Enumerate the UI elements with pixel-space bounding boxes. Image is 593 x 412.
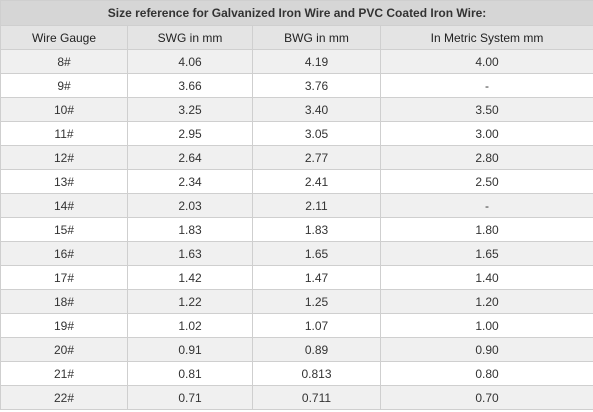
- table-cell: -: [379, 193, 593, 218]
- table-cell: 1.42: [127, 265, 253, 290]
- title-row: Size reference for Galvanized Iron Wire …: [0, 0, 593, 26]
- table-cell: 11#: [0, 121, 128, 146]
- table-row: 22# 0.71 0.711 0.70: [0, 385, 593, 410]
- table-cell: 1.00: [379, 313, 593, 338]
- table-row: 9# 3.66 3.76-: [0, 73, 593, 98]
- table-cell: 2.11: [252, 193, 381, 218]
- table-row: 15# 1.83 1.83 1.80: [0, 217, 593, 242]
- table-row: 19# 1.02 1.07 1.00: [0, 313, 593, 338]
- table-cell: 1.40: [379, 265, 593, 290]
- table-cell: 1.20: [379, 289, 593, 314]
- table-cell: 4.00: [379, 49, 593, 74]
- table-cell: 18#: [0, 289, 128, 314]
- table-row: 21# 0.81 0.813 0.80: [0, 361, 593, 386]
- table-cell: 1.02: [127, 313, 253, 338]
- table-cell: 0.813: [252, 361, 381, 386]
- table-cell: 2.77: [252, 145, 381, 170]
- table-cell: 2.34: [127, 169, 253, 194]
- table-row: 20# 0.91 0.89 0.90: [0, 337, 593, 362]
- table-cell: 0.89: [252, 337, 381, 362]
- table-row: 17# 1.42 1.47 1.40: [0, 265, 593, 290]
- table-cell: 22#: [0, 385, 128, 410]
- table-row: 11# 2.95 3.05 3.00: [0, 121, 593, 146]
- table-cell: 4.19: [252, 49, 381, 74]
- table-cell: 1.63: [127, 241, 253, 266]
- table-cell: 1.22: [127, 289, 253, 314]
- table-cell: 20#: [0, 337, 128, 362]
- header-row: Wire Gauge SWG in mm BWG in mm In Metric Sy…: [0, 25, 593, 50]
- table-cell: 2.80: [379, 145, 593, 170]
- table-cell: -: [379, 73, 593, 98]
- table-title: Size reference for Galvanized Iron Wire …: [0, 0, 593, 26]
- table-cell: 3.76: [252, 73, 381, 98]
- table-cell: 1.80: [379, 217, 593, 242]
- table-cell: 2.95: [127, 121, 253, 146]
- table-cell: 1.65: [252, 241, 381, 266]
- table-row: 13# 2.34 2.41 2.50: [0, 169, 593, 194]
- column-header: SWG in mm: [127, 25, 253, 50]
- table-cell: 1.83: [252, 217, 381, 242]
- table-cell: 2.50: [379, 169, 593, 194]
- table-cell: 4.06: [127, 49, 253, 74]
- table-cell: 15#: [0, 217, 128, 242]
- table-cell: 1.07: [252, 313, 381, 338]
- table-cell: 2.64: [127, 145, 253, 170]
- table-cell: 2.03: [127, 193, 253, 218]
- table-cell: 1.47: [252, 265, 381, 290]
- table-cell: 3.40: [252, 97, 381, 122]
- table-row: 16# 1.63 1.65 1.65: [0, 241, 593, 266]
- table-cell: 0.91: [127, 337, 253, 362]
- column-header: BWG in mm: [252, 25, 381, 50]
- table-cell: 16#: [0, 241, 128, 266]
- table-cell: 8#: [0, 49, 128, 74]
- table-head: Size reference for Galvanized Iron Wire …: [0, 0, 593, 50]
- table-cell: 3.50: [379, 97, 593, 122]
- table-cell: 3.05: [252, 121, 381, 146]
- table-cell: 1.65: [379, 241, 593, 266]
- table-cell: 0.70: [379, 385, 593, 410]
- table-cell: 14#: [0, 193, 128, 218]
- table-row: 10# 3.25 3.40 3.50: [0, 97, 593, 122]
- table-cell: 2.41: [252, 169, 381, 194]
- table-cell: 0.71: [127, 385, 253, 410]
- table-cell: 21#: [0, 361, 128, 386]
- table-row: 14# 2.03 2.11-: [0, 193, 593, 218]
- table-cell: 1.83: [127, 217, 253, 242]
- table-row: 18# 1.22 1.25 1.20: [0, 289, 593, 314]
- column-header: Wire Gauge: [0, 25, 128, 50]
- table-cell: 0.90: [379, 337, 593, 362]
- table-body: 8# 4.06 4.19 4.00 9# 3.66 3.76-10# 3.25 3.40 3.50…: [0, 49, 593, 410]
- table-cell: 3.66: [127, 73, 253, 98]
- table-cell: 12#: [0, 145, 128, 170]
- table-cell: 3.00: [379, 121, 593, 146]
- table-cell: 0.81: [127, 361, 253, 386]
- table-cell: 13#: [0, 169, 128, 194]
- table-cell: 0.711: [252, 385, 381, 410]
- table-cell: 17#: [0, 265, 128, 290]
- table-cell: 3.25: [127, 97, 253, 122]
- table-cell: 1.25: [252, 289, 381, 314]
- table-cell: 10#: [0, 97, 128, 122]
- column-header: In Metric System mm: [379, 25, 593, 50]
- table-row: 12# 2.64 2.77 2.80: [0, 145, 593, 170]
- table-cell: 0.80: [379, 361, 593, 386]
- table-row: 8# 4.06 4.19 4.00: [0, 49, 593, 74]
- table-cell: 19#: [0, 313, 128, 338]
- table-cell: 9#: [0, 73, 128, 98]
